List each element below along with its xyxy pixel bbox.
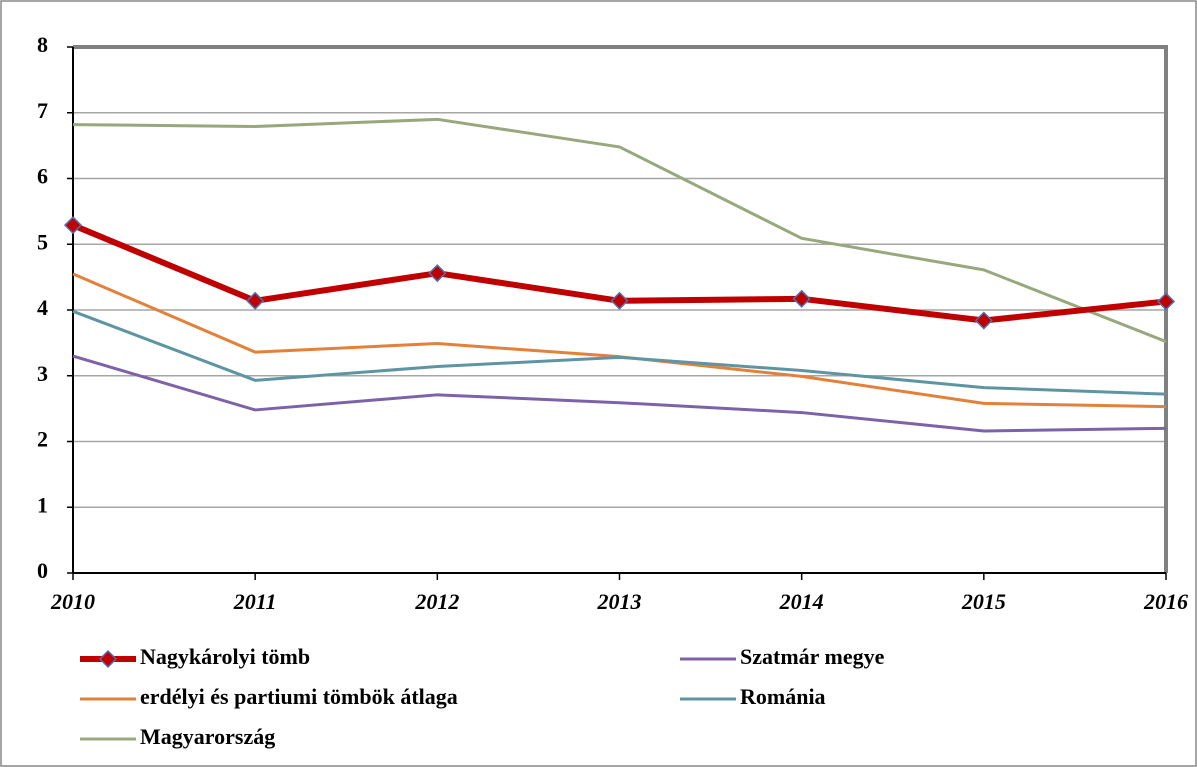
series-line xyxy=(72,117,1167,343)
x-tick-label: 2014 xyxy=(779,589,824,614)
legend-label: Románia xyxy=(740,684,826,709)
legend-label: erdélyi és partiumi tömbök átlaga xyxy=(140,684,458,709)
marker xyxy=(974,311,993,330)
y-tick-label: 2 xyxy=(37,427,48,452)
legend-label: Nagykárolyi tömb xyxy=(140,644,310,669)
x-tick-label: 2016 xyxy=(1143,589,1188,614)
y-tick-label: 1 xyxy=(37,492,48,517)
y-tick-label: 6 xyxy=(37,164,48,189)
legend-label: Szatmár megye xyxy=(740,644,885,669)
x-tick-label: 2012 xyxy=(414,589,459,614)
marker xyxy=(610,291,629,310)
marker xyxy=(792,289,811,308)
x-tick-label: 2013 xyxy=(597,589,642,614)
series-line xyxy=(72,309,1167,396)
marker xyxy=(428,264,447,283)
marker xyxy=(1156,292,1176,311)
series-line xyxy=(72,354,1167,433)
y-tick-label: 7 xyxy=(37,98,48,123)
legend-label: Magyarország xyxy=(140,724,275,749)
y-tick-label: 0 xyxy=(37,558,48,583)
marker xyxy=(246,291,265,310)
x-tick-label: 2015 xyxy=(961,589,1006,614)
marker xyxy=(63,216,83,235)
legend-marker xyxy=(98,649,118,669)
y-tick-label: 4 xyxy=(37,295,48,320)
x-tick-label: 2010 xyxy=(50,589,95,614)
x-tick-label: 2011 xyxy=(233,589,277,614)
y-tick-label: 5 xyxy=(37,229,48,254)
y-tick-label: 8 xyxy=(37,32,48,57)
y-tick-label: 3 xyxy=(37,361,48,386)
